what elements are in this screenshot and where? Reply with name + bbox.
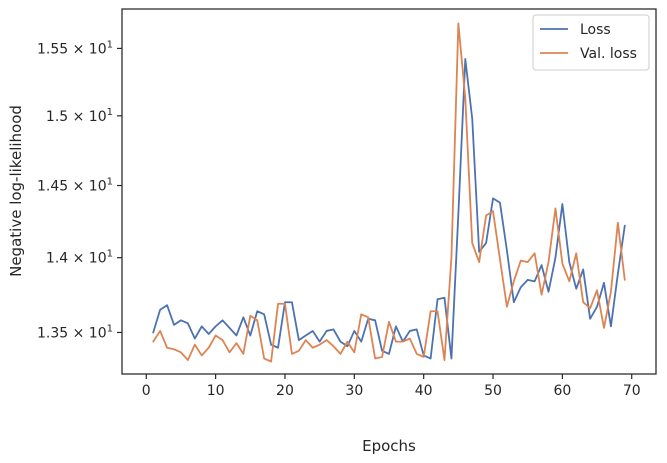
x-tick-label: 0 <box>142 383 151 399</box>
x-tick-label: 20 <box>276 383 294 399</box>
y-tick-label: 1.55 × 101 <box>37 39 113 57</box>
x-axis-label: Epochs <box>362 437 416 455</box>
y-tick-label: 1.45 × 101 <box>37 177 113 195</box>
series-line-loss <box>152 58 626 360</box>
legend: Loss Val. loss <box>532 14 650 71</box>
y-tick-label: 1.35 × 101 <box>37 323 113 341</box>
x-tick-label: 10 <box>207 383 225 399</box>
y-axis-ticks: 1.35 × 101 1.4 × 101 1.45 × 101 1.5 × 101 1.… <box>37 39 122 341</box>
x-tick-label: 50 <box>484 383 502 399</box>
y-tick-label: 1.4 × 101 <box>46 249 113 267</box>
y-axis-label: Negative log-likelihood <box>7 105 25 277</box>
x-tick-label: 40 <box>415 383 433 399</box>
series-layer <box>152 22 626 363</box>
x-axis-ticks: 0 10 20 30 40 50 60 70 <box>142 374 641 399</box>
legend-label-loss: Loss <box>580 22 611 38</box>
x-tick-label: 70 <box>623 383 641 399</box>
x-tick-label: 30 <box>345 383 363 399</box>
y-tick-label: 1.5 × 101 <box>46 107 113 125</box>
x-tick-label: 60 <box>553 383 571 399</box>
series-line-val-loss <box>152 22 626 363</box>
legend-label-val-loss: Val. loss <box>580 46 637 62</box>
plot-frame <box>121 8 657 375</box>
